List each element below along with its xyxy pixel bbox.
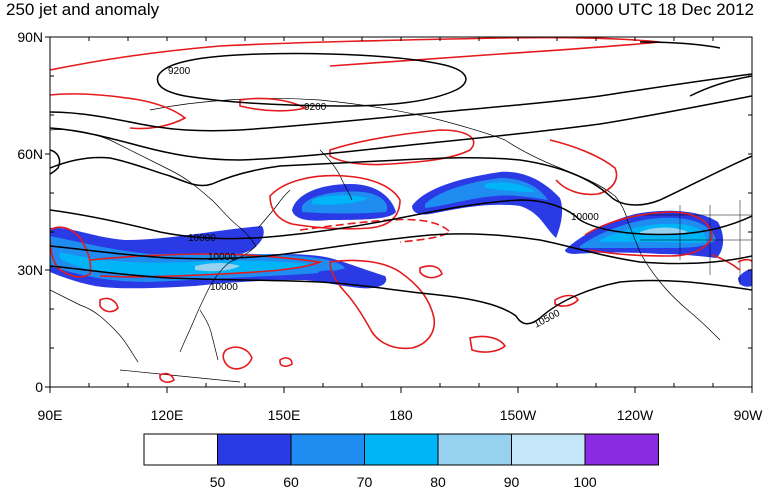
- china-coast: [50, 289, 139, 363]
- anomaly-contour-bering: [329, 129, 475, 166]
- plot-title: 250 jet and anomaly: [6, 0, 160, 19]
- lat-label-30n: 30N: [17, 262, 43, 278]
- lon-label-150e: 150E: [268, 407, 301, 423]
- colorbar-swatch: [437, 433, 512, 466]
- anomaly-contour-central: [269, 174, 401, 230]
- jet-core-na-80: [640, 227, 688, 236]
- colorbar-label: 60: [283, 474, 299, 488]
- colorbar-label: 80: [430, 474, 446, 488]
- valid-time-label: 0000 UTC 18 Dec 2012: [575, 0, 754, 19]
- lon-label-90e: 90E: [38, 407, 63, 423]
- lon-label-120w: 120W: [617, 407, 654, 423]
- philippines: [199, 309, 219, 361]
- colorbar-swatch: [511, 433, 586, 466]
- lon-label-90w: 90W: [734, 407, 764, 423]
- anomaly-contour-na: [584, 211, 713, 257]
- jet-core-central-70: [312, 195, 368, 205]
- contour-label-9200-a: 9200: [168, 66, 191, 77]
- height-contour-west-loop: [50, 149, 61, 175]
- longitude-labels: 90E 120E 150E 180 150W 120W 90W: [38, 407, 764, 423]
- map-layers: 9200 9200 10000 10000 10000 10000 10500: [50, 37, 752, 383]
- height-contour-9800: [50, 155, 752, 206]
- height-contour-9200: [156, 52, 467, 107]
- colorbar-swatch: [290, 433, 365, 466]
- height-contour-9000-arctic: [639, 41, 752, 97]
- lon-label-150w: 150W: [500, 407, 537, 423]
- anomaly-contour-subtropical: [329, 259, 436, 350]
- lon-label-120e: 120E: [151, 407, 184, 423]
- contour-label-10000-b: 10000: [571, 212, 599, 223]
- anomaly-contour-west-jet: [89, 253, 324, 278]
- colorbar-label: 90: [504, 474, 520, 488]
- jet-patch-east: [738, 269, 752, 287]
- contour-label-10000-c: 10000: [210, 282, 238, 293]
- height-contours: [50, 41, 752, 325]
- anomaly-contour-east: [549, 139, 618, 196]
- colorbar-label: 70: [357, 474, 373, 488]
- axis-ticks: [45, 36, 753, 393]
- anomaly-contour-arctic: [50, 93, 187, 130]
- north-america-west-coast: [627, 221, 721, 341]
- latitude-labels: 90N 60N 30N 0: [17, 29, 43, 395]
- anomaly-contour-scatter: [159, 265, 443, 383]
- lat-label-60n: 60N: [17, 146, 43, 162]
- siberia-coast: [149, 98, 506, 141]
- alaska-coast: [504, 139, 629, 223]
- coastlines: [50, 98, 752, 383]
- colorbar-swatch: [217, 433, 292, 466]
- anomaly-contour-siberia: [239, 97, 308, 112]
- anomaly-contour-polar: [50, 37, 661, 71]
- anomaly-contours: [50, 37, 752, 383]
- colorbar-label: 100: [573, 474, 597, 488]
- kamchatka: [319, 149, 353, 201]
- anomaly-contour-dateline: [299, 218, 452, 243]
- jet-core-west-80: [195, 263, 240, 272]
- contour-label-10000-a: 10000: [188, 233, 216, 244]
- height-contour-10000: [50, 199, 752, 240]
- contour-label-10000-d: 10000: [208, 252, 236, 263]
- colorbar-swatch: [364, 433, 439, 466]
- height-contour-10200: [50, 233, 752, 265]
- us-interior: [640, 200, 752, 285]
- anomaly-contour-west: [50, 226, 92, 278]
- japan-island: [257, 189, 291, 229]
- height-contour-10400: [50, 265, 752, 325]
- anomaly-contour-tropics-1: [222, 346, 253, 370]
- contour-label-9200-b: 9200: [304, 102, 327, 113]
- lat-label-90n: 90N: [17, 29, 43, 45]
- asia-coastline: [50, 129, 257, 353]
- anomaly-contour-tropics-3: [99, 297, 119, 313]
- lon-label-180: 180: [389, 407, 413, 423]
- anomaly-contour-tropics-2: [469, 335, 507, 353]
- lat-label-0: 0: [35, 379, 43, 395]
- anomaly-contour-na-south: [554, 294, 579, 307]
- colorbar-label: 50: [210, 474, 226, 488]
- colorbar-swatch: [143, 433, 218, 466]
- colorbar-swatch: [584, 433, 659, 466]
- jet-core-east-70: [485, 182, 535, 192]
- indonesia: [119, 369, 241, 383]
- jet-core-west-70: [60, 252, 310, 276]
- height-contour-9600: [50, 95, 752, 161]
- colorbar: 50 60 70 80 90 100: [143, 433, 659, 488]
- height-contour-9400: [50, 73, 752, 132]
